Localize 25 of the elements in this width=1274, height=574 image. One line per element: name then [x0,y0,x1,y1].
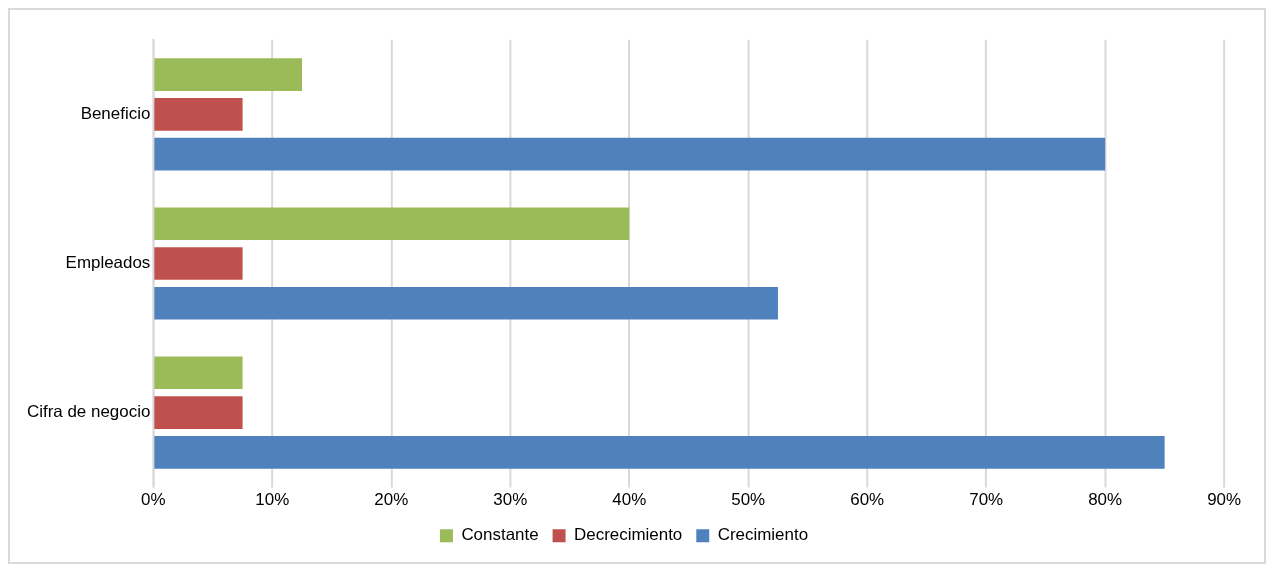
x-tick-label: 80% [1088,489,1123,509]
y-tick-label: Cifra de negocio [26,402,151,422]
x-tick-label: 20% [374,489,409,509]
bar [154,58,303,91]
bar [154,396,243,429]
y-tick-label: Beneficio [80,104,151,123]
x-tick-label: 0% [141,489,166,509]
x-tick-label: 10% [255,489,290,509]
x-tick-label: 30% [493,489,528,509]
x-tick-label: 70% [969,489,1004,509]
x-tick-label: 50% [731,489,766,509]
legend-label: Decrecimiento [574,525,683,545]
bar [154,286,778,320]
bar [154,98,243,131]
x-tick-label: 60% [850,489,885,509]
bar [154,207,630,240]
x-tick-label: 40% [612,489,647,509]
legend-label: Constante [461,525,539,545]
bar [154,137,1106,171]
bar [154,247,243,280]
legend-label: Crecimiento [717,525,809,545]
y-tick-label: Empleados [65,253,151,273]
bar [154,356,243,390]
x-tick-label: 90% [1207,489,1242,509]
bar [154,436,1165,469]
